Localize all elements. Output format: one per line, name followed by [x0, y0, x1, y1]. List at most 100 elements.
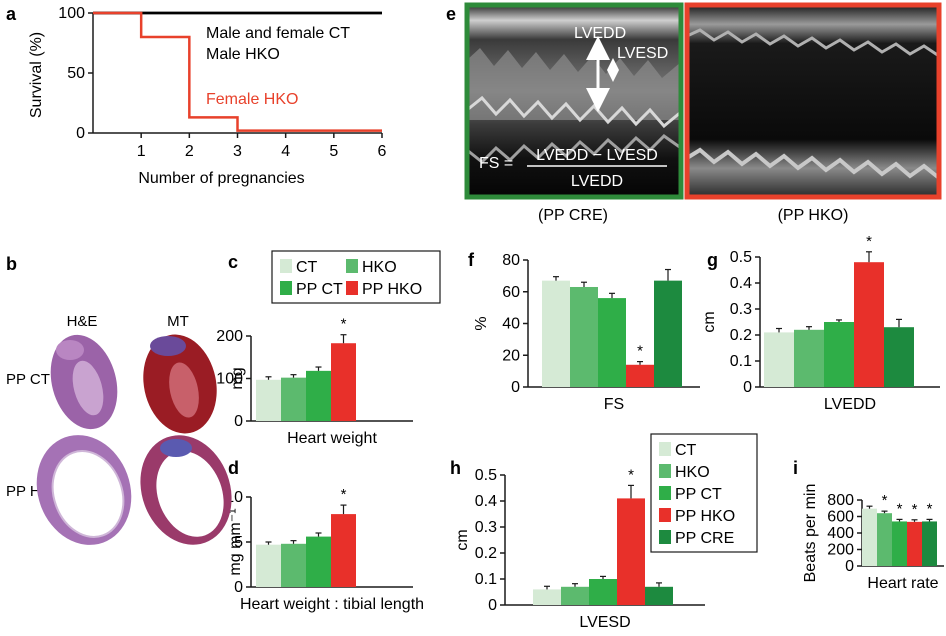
- panel-h-x-label: LVESD: [579, 614, 630, 631]
- panel-label-a: a: [6, 4, 17, 24]
- panel-f-y-tick-label: 60: [502, 284, 520, 301]
- legend-c-swatch: [280, 259, 292, 273]
- panel-h-bar-hko: [561, 586, 589, 605]
- panel-h-y-tick-label: 0.4: [475, 493, 497, 510]
- legend-c-swatch: [280, 281, 292, 295]
- legend-h-label: CT: [675, 442, 697, 459]
- survival-label-female-hko: Female HKO: [206, 91, 298, 108]
- panel-d-x-label: Heart weight : tibial length: [240, 596, 424, 613]
- panel-label-d: d: [228, 458, 239, 478]
- legend-h-label: PP CT: [675, 486, 722, 503]
- panel-c-bar-ct: [256, 379, 281, 421]
- panel-g-significance-star: *: [866, 233, 872, 250]
- panel-f-x-label: FS: [604, 396, 624, 413]
- legend-c-label: CT: [296, 259, 318, 276]
- panel-h-bar-ct: [533, 589, 561, 605]
- panel-g-y-tick-label: 0.2: [730, 327, 752, 344]
- panel-h-y-tick-label: 0.5: [475, 467, 497, 484]
- heart-weight-chart: 0 100 200 * Heart weight mg: [216, 316, 413, 447]
- panel-h-y-tick-label: 0.1: [475, 571, 497, 588]
- panel-c-bar-hko: [281, 377, 306, 421]
- panel-f-bar-ct: [542, 280, 570, 387]
- panel-i-y-tick-label: 200: [827, 542, 854, 559]
- panel-g-y-label: cm: [701, 311, 718, 332]
- panel-i-y-tick-label: 600: [827, 509, 854, 526]
- panel-label-h: h: [450, 458, 461, 478]
- panel-f-significance-star: *: [637, 343, 643, 360]
- panel-a-x-tick-label: 2: [185, 143, 194, 160]
- panel-d-bar-pp-hko: [331, 514, 356, 587]
- panel-c-bar-pp-ct: [306, 370, 331, 421]
- panel-h-significance-star: *: [628, 466, 634, 483]
- panel-g-bar-hko: [794, 329, 824, 387]
- fs-formula-lhs: FS =: [479, 155, 513, 172]
- histology-panel: H&E MT PP CT PP HKO: [6, 313, 232, 545]
- panel-g-bar-pp-ct: [824, 322, 854, 387]
- panel-i-significance-star: *: [897, 500, 903, 517]
- panel-i-bar-ct: [862, 508, 877, 566]
- panel-a-x-tick-label: 4: [281, 143, 290, 160]
- panel-g-y-tick-label: 0.5: [730, 249, 752, 266]
- panel-i-y-tick-label: 800: [827, 492, 854, 509]
- legend-c-label: HKO: [362, 259, 397, 276]
- panel-g-y-tick-label: 0.4: [730, 275, 752, 292]
- panel-a-x-tick-label: 3: [233, 143, 242, 160]
- lvedd-chart: 0 0.1 0.2 0.3 0.4 0.5 * LVEDD cm: [701, 233, 940, 413]
- panel-a-x-tick-label: 1: [137, 143, 146, 160]
- heart-section-ppct-mt: [143, 334, 217, 434]
- panel-h-y-tick-label: 0: [488, 597, 497, 614]
- panel-c-bar-pp-hko: [331, 343, 356, 421]
- legend-c-label: PP HKO: [362, 281, 422, 298]
- echo-panel: LVEDD LVESD FS = LVEDD − LVESD LVEDD (PP…: [464, 2, 942, 224]
- survival-label-male-hko: Male HKO: [206, 46, 280, 63]
- panel-d-bar-ct: [256, 544, 281, 587]
- panel-a-y-tick-label: 0: [76, 125, 85, 142]
- panel-c-y-tick-label: 0: [234, 413, 243, 430]
- panel-i-bar-pp-cre: [922, 521, 937, 566]
- panel-g-bar-pp-hko: [854, 262, 884, 387]
- panel-label-e: e: [446, 4, 456, 24]
- panel-i-x-label: Heart rate: [867, 575, 938, 592]
- panel-i-y-tick-label: 0: [845, 558, 854, 575]
- panel-d-bar-pp-ct: [306, 536, 331, 587]
- panel-d-y-tick-label: 5: [234, 534, 243, 551]
- panel-c-y-label: mg: [229, 367, 246, 389]
- panel-d-bar-hko: [281, 543, 306, 587]
- survival-label-ct: Male and female CT: [206, 25, 350, 42]
- panel-a-y-tick-label: 50: [67, 65, 85, 82]
- legend-h-swatch: [659, 486, 671, 500]
- lvesd-arrow: [607, 58, 619, 82]
- legend-h-swatch: [659, 442, 671, 456]
- panel-f-bar-pp-hko: [626, 364, 654, 387]
- panel-h-y-tick-label: 0.2: [475, 545, 497, 562]
- panel-i-y-tick-label: 400: [827, 525, 854, 542]
- panel-c-x-label: Heart weight: [287, 430, 377, 447]
- panel-g-x-label: LVEDD: [824, 396, 876, 413]
- panel-h-y-tick-label: 0.3: [475, 519, 497, 536]
- panel-a-x-label: Number of pregnancies: [138, 170, 304, 187]
- panel-a-series-2: [93, 11, 382, 132]
- panel-label-f: f: [468, 250, 475, 270]
- panel-a-y-label: Survival (%): [28, 32, 45, 118]
- panel-i-significance-star: *: [927, 500, 933, 517]
- heart-section-pphko-mt: [140, 435, 232, 545]
- panel-label-c: c: [228, 252, 238, 272]
- legend-h-label: PP CRE: [675, 530, 734, 547]
- echo-lvedd-label: LVEDD: [574, 25, 626, 42]
- fs-chart: 0 20 40 60 80 * FS%: [473, 252, 700, 413]
- heart-section-ppct-he: [50, 334, 118, 430]
- panel-f-y-tick-label: 40: [502, 316, 520, 333]
- heart-section-pphko-he: [36, 435, 132, 545]
- panel-i-bar-hko: [877, 513, 892, 566]
- histology-row-ppct: PP CT: [6, 371, 50, 388]
- panel-f-y-tick-label: 80: [502, 252, 520, 269]
- legend-h-swatch: [659, 464, 671, 478]
- panel-g-bar-ct: [764, 332, 794, 387]
- panel-f-bar-pp-ct: [598, 298, 626, 387]
- panel-f-bar-hko: [570, 286, 598, 387]
- panel-i-bar-pp-ct: [892, 521, 907, 566]
- lvesd-chart: 0 0.1 0.2 0.3 0.4 0.5 * LVESD cm: [454, 466, 705, 631]
